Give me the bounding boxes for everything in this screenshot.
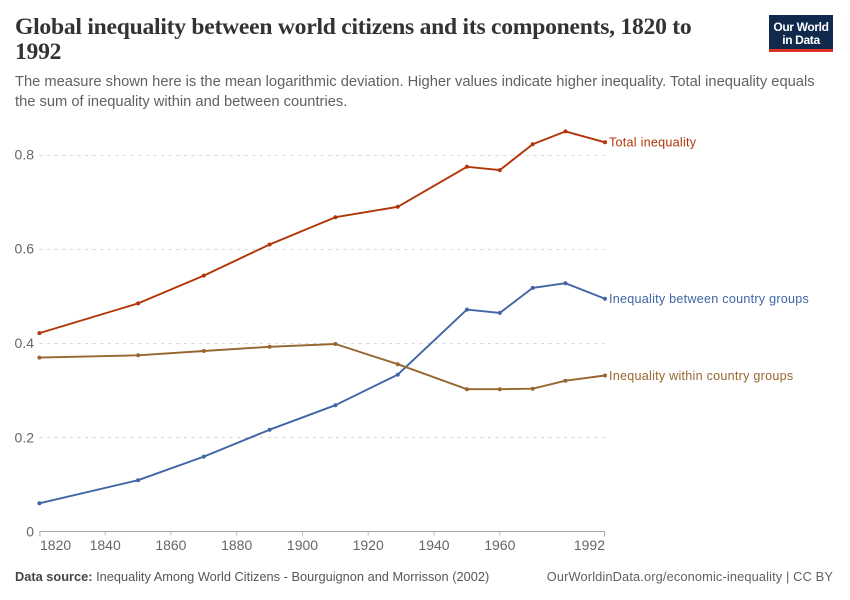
svg-text:1820: 1820 (40, 537, 71, 553)
svg-text:0.6: 0.6 (15, 241, 35, 257)
svg-text:1992: 1992 (574, 537, 605, 553)
svg-text:1960: 1960 (484, 537, 515, 553)
svg-text:0.2: 0.2 (15, 429, 35, 445)
svg-text:1860: 1860 (155, 537, 186, 553)
svg-text:0.8: 0.8 (15, 147, 35, 163)
svg-text:0: 0 (26, 524, 34, 540)
svg-text:1880: 1880 (221, 537, 252, 553)
svg-text:0.4: 0.4 (15, 335, 35, 351)
svg-text:Total inequality: Total inequality (609, 136, 697, 150)
svg-text:Inequality between country gro: Inequality between country groups (609, 292, 809, 306)
svg-text:1940: 1940 (418, 537, 449, 553)
svg-text:1920: 1920 (353, 537, 384, 553)
svg-text:Inequality within country grou: Inequality within country groups (609, 369, 793, 383)
svg-text:1900: 1900 (287, 537, 318, 553)
svg-text:1840: 1840 (90, 537, 121, 553)
